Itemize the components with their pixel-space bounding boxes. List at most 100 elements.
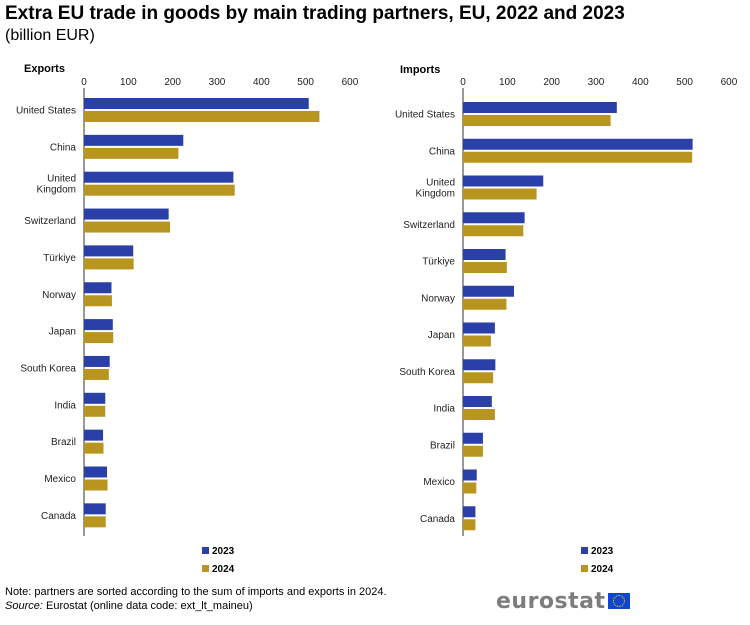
bar-2024-china [84, 147, 179, 159]
x-tick-label: 500 [676, 77, 693, 88]
bar-2024-mexico [463, 482, 477, 494]
panel-title: Exports [24, 63, 65, 75]
category-label: United States [16, 106, 76, 117]
category-label: United States [395, 110, 455, 121]
bar-2023-united-kingdom [84, 171, 234, 183]
x-tick-label: 100 [499, 77, 516, 88]
legend-swatch [202, 565, 209, 572]
category-label: India [433, 404, 455, 415]
bar-2024-canada [463, 519, 476, 531]
category-label: Brazil [430, 440, 455, 451]
category-label: Kingdom [416, 189, 455, 200]
bar-2023-india [463, 396, 492, 407]
legend-label: 2023 [212, 546, 235, 557]
category-label: China [429, 146, 456, 157]
category-label: Canada [41, 511, 76, 522]
bar-2023-brazil [463, 432, 483, 444]
bar-2024-south-korea [463, 372, 494, 384]
legend-label: 2024 [591, 564, 614, 575]
category-label: Türkiye [43, 253, 76, 264]
bar-2024-brazil [463, 445, 483, 457]
brand-text: eurostat [496, 588, 606, 614]
category-label: Mexico [44, 474, 76, 485]
category-label: Canada [420, 514, 455, 525]
bar-2024-india [463, 409, 495, 420]
x-tick-label: 600 [342, 77, 359, 88]
legend-label: 2023 [591, 546, 614, 557]
bar-2023-norway [463, 285, 514, 297]
category-label: Mexico [423, 477, 455, 488]
bar-2023-united-states [84, 98, 309, 109]
bar-2023-south-korea [463, 359, 496, 371]
category-label: Türkiye [422, 257, 455, 268]
footnote: Note: partners are sorted according to t… [5, 586, 387, 598]
source-line: Source: Eurostat (online data code: ext_… [5, 600, 253, 612]
chart-panel-imports: Imports 0 100 200 300 400 500 600 United States C… [395, 64, 738, 575]
x-tick-label: 400 [253, 77, 270, 88]
bar-2024-switzerland [463, 225, 524, 237]
bar-2024-united-kingdom [84, 184, 235, 196]
x-tick-label: 200 [164, 77, 181, 88]
category-label: Norway [42, 290, 76, 301]
category-label: Switzerland [24, 216, 76, 227]
bar-2023-mexico [84, 466, 108, 478]
bar-2024-united-states [84, 111, 320, 122]
bar-2023-canada [84, 503, 106, 515]
bar-2023-canada [463, 506, 476, 518]
bar-2024-united-states [463, 115, 611, 126]
category-label: South Korea [399, 367, 455, 378]
legend-swatch [202, 547, 209, 554]
bar-2023-china [463, 138, 693, 150]
bar-2024-mexico [84, 479, 108, 491]
chart-panel-exports: Exports 0 100 200 300 400 500 600 United States C… [16, 63, 359, 575]
category-label: Brazil [51, 437, 76, 448]
bar-2024-japan [463, 335, 491, 347]
eu-flag-icon [607, 593, 630, 609]
bar-2024-japan [84, 332, 114, 344]
bar-2024-norway [463, 298, 507, 310]
category-label: South Korea [20, 363, 76, 374]
x-tick-label: 200 [543, 77, 560, 88]
source-label: Source: [5, 600, 43, 612]
eurostat-logo: eurostat [496, 588, 630, 614]
legend-label: 2024 [212, 564, 235, 575]
bar-2023-brazil [84, 429, 104, 441]
bar-2024-t-rkiye [84, 258, 134, 270]
bar-2024-brazil [84, 442, 104, 454]
bar-2023-t-rkiye [463, 249, 506, 260]
bar-2024-south-korea [84, 368, 109, 380]
bar-2023-india [84, 392, 106, 404]
chart-subtitle: (billion EUR) [5, 27, 95, 44]
bar-2024-canada [84, 516, 106, 528]
bar-2023-japan [84, 319, 113, 331]
source-text: Eurostat (online data code: ext_lt_maine… [45, 600, 253, 612]
category-label: United [426, 178, 455, 189]
category-label: Japan [428, 330, 455, 341]
legend-swatch [581, 565, 588, 572]
bar-2023-united-kingdom [463, 175, 544, 187]
bar-2023-t-rkiye [84, 245, 134, 257]
bar-2023-south-korea [84, 355, 110, 367]
chart-title: Extra EU trade in goods by main trading … [5, 3, 625, 24]
x-tick-label: 300 [209, 77, 226, 88]
bar-2024-norway [84, 295, 112, 307]
legend-swatch [581, 547, 588, 554]
x-tick-label: 0 [460, 77, 466, 88]
bar-2024-united-kingdom [463, 188, 537, 200]
bar-2023-united-states [463, 102, 617, 113]
bar-2023-norway [84, 282, 112, 294]
category-label: United [47, 174, 76, 185]
category-label: India [54, 400, 76, 411]
category-label: Japan [49, 327, 76, 338]
bar-2024-t-rkiye [463, 262, 507, 273]
category-label: Norway [421, 293, 455, 304]
x-tick-label: 0 [81, 77, 87, 88]
bar-2024-switzerland [84, 221, 171, 233]
x-tick-label: 100 [120, 77, 137, 88]
bar-2024-china [463, 151, 693, 163]
bar-2024-india [84, 405, 106, 417]
x-tick-label: 600 [721, 77, 738, 88]
category-label: Kingdom [37, 185, 76, 196]
bar-2023-switzerland [84, 208, 169, 220]
